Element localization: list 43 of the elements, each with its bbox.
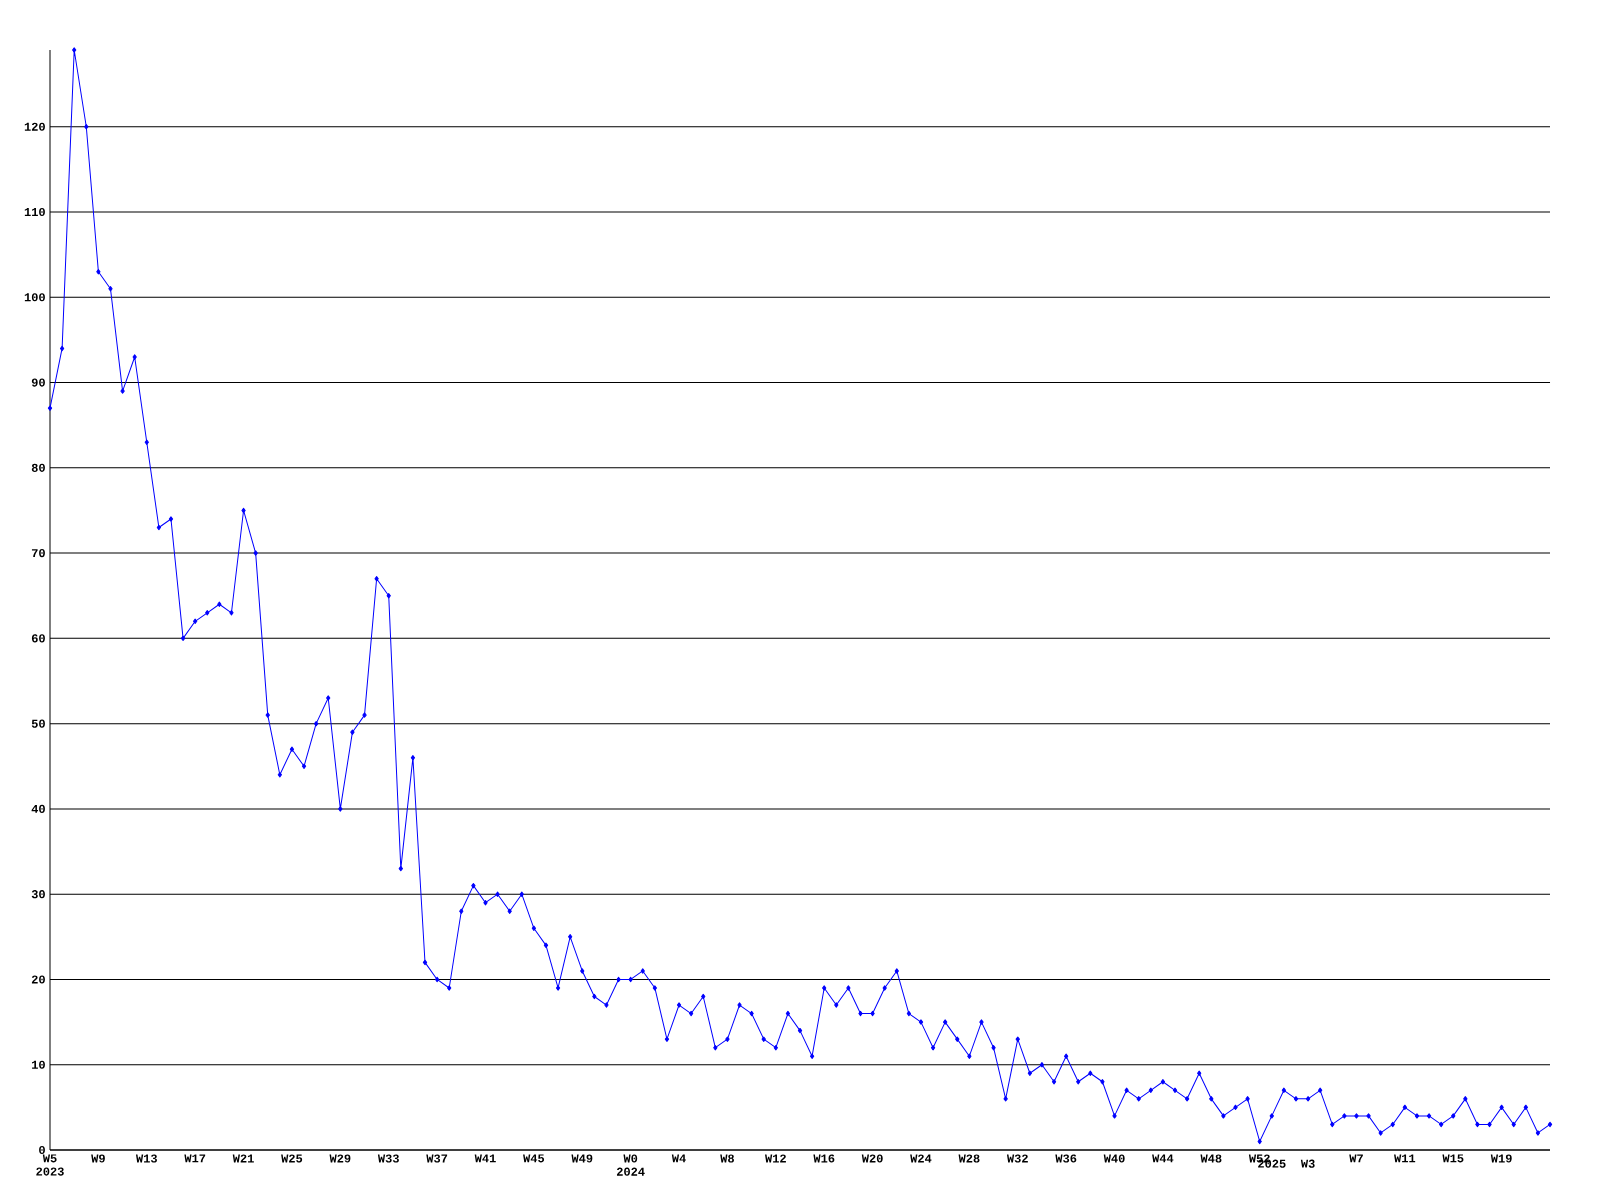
x-tick-label: W40 [1103, 1154, 1125, 1163]
x-tick-label: W17 [184, 1154, 206, 1163]
x-tick-label: W15 [1442, 1154, 1464, 1163]
x-tick-label: W41 [474, 1154, 496, 1163]
x-tick-label: W19 [1490, 1154, 1512, 1163]
y-tick-label: 40 [31, 804, 45, 813]
x-tick-label: W3 [1300, 1159, 1315, 1168]
x-tick-label: W5 2023 [36, 1154, 64, 1176]
x-tick-label: W13 [135, 1154, 157, 1163]
y-tick-label: 10 [32, 1060, 45, 1069]
x-tick-label: W9 [91, 1154, 105, 1163]
x-tick-label: W33 [377, 1154, 399, 1163]
x-tick-label: W45 [523, 1154, 545, 1163]
y-tick-label: 100 [24, 293, 45, 302]
x-tick-label: W20 [861, 1154, 883, 1163]
x-tick-label: W11 [1394, 1154, 1416, 1163]
x-tick-label: W28 [958, 1154, 980, 1163]
y-tick-label: 20 [31, 975, 45, 984]
y-tick-label: 70 [31, 549, 45, 558]
x-tick-label: W0 2024 [616, 1154, 645, 1176]
x-tick-label: W25 [281, 1154, 303, 1163]
x-tick-label: W29 [329, 1154, 351, 1163]
x-tick-label: W12 [765, 1154, 786, 1163]
x-tick-label: W4 [671, 1154, 686, 1163]
y-tick-label: 50 [31, 719, 45, 728]
x-tick-label: W32 [1006, 1154, 1028, 1163]
y-tick-label: 120 [24, 122, 45, 131]
x-tick-label: W21 [232, 1154, 254, 1163]
x-tick-label: W36 [1055, 1154, 1077, 1163]
y-tick-label: 0 [39, 1145, 45, 1155]
x-tick-label: W44 [1152, 1154, 1174, 1163]
x-tick-label: W16 [813, 1154, 835, 1163]
y-tick-label: 30 [31, 890, 45, 899]
y-tick-label: 90 [31, 378, 45, 387]
x-tick-label: W48 [1200, 1154, 1222, 1163]
y-tick-label: 60 [31, 634, 45, 643]
x-tick-label: W49 [571, 1154, 593, 1163]
x-tick-label: W24 [910, 1154, 932, 1163]
y-tick-label: 80 [31, 463, 45, 472]
x-tick-label: W7 [1349, 1154, 1363, 1163]
x-tick-label: W37 [426, 1154, 448, 1163]
y-tick-label: 110 [24, 207, 45, 217]
x-tick-label: W8 [720, 1154, 734, 1163]
